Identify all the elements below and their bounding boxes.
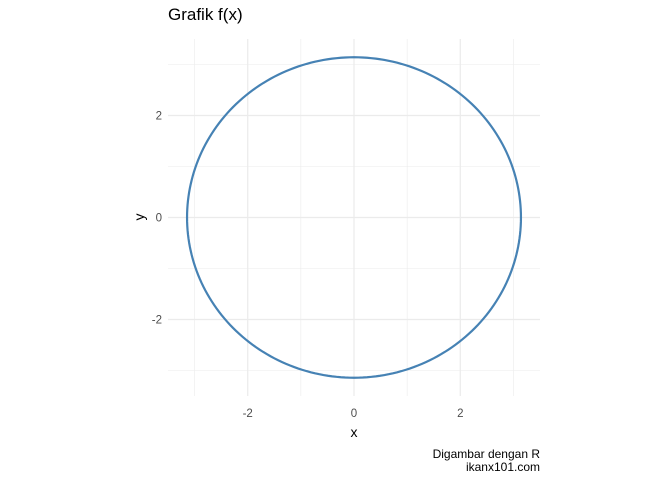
caption-line-2: ikanx101.com bbox=[466, 460, 540, 474]
y-tick-label: 0 bbox=[156, 213, 162, 225]
x-tick-labels: -2 0 2 bbox=[243, 408, 464, 420]
x-tick-label: 2 bbox=[457, 408, 463, 420]
caption-line-1: Digambar dengan R bbox=[433, 447, 541, 461]
y-tick-label: -2 bbox=[152, 315, 162, 327]
y-tick-labels: -2 0 2 bbox=[152, 111, 162, 327]
x-axis-title: x bbox=[351, 424, 358, 440]
x-tick-label: 0 bbox=[351, 408, 357, 420]
y-axis-title: y bbox=[131, 214, 147, 221]
y-tick-label: 2 bbox=[156, 111, 162, 123]
major-gridlines bbox=[168, 39, 540, 396]
chart-title: Grafik f(x) bbox=[168, 5, 243, 24]
series-curve bbox=[185, 56, 523, 379]
x-tick-label: -2 bbox=[243, 408, 253, 420]
series-layer bbox=[185, 56, 523, 379]
